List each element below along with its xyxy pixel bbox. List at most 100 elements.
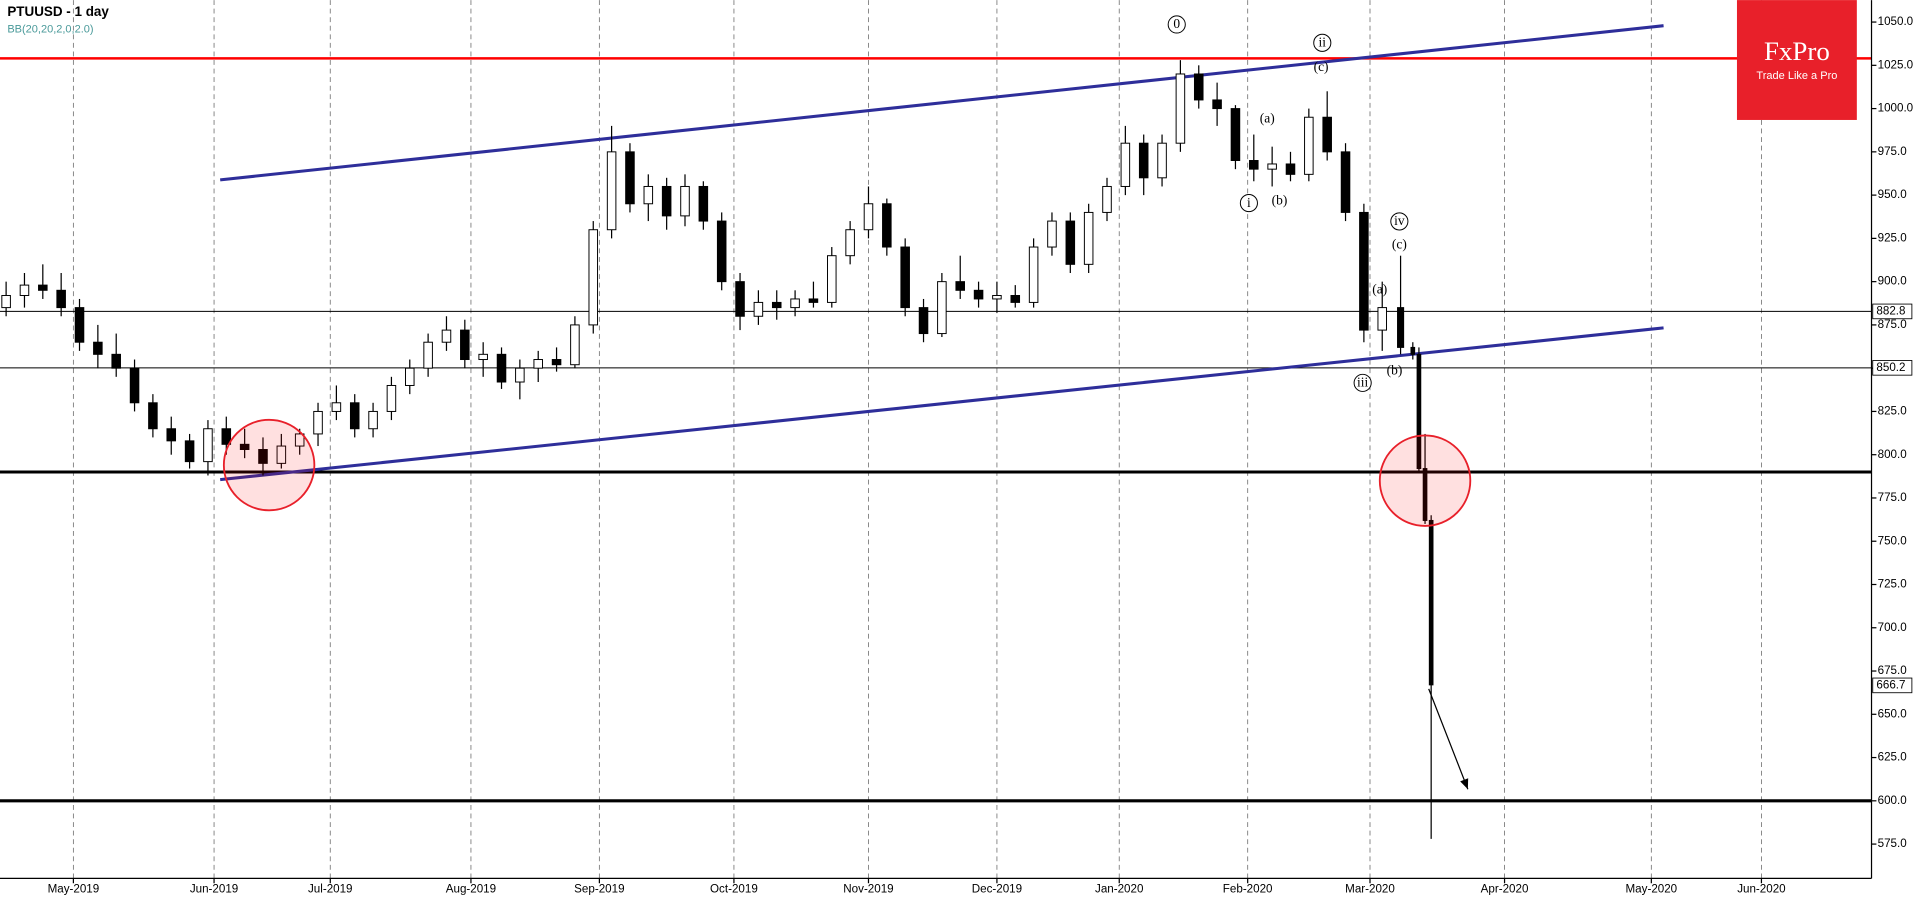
y-tick-label: 800.0 — [1878, 448, 1907, 461]
wave-label: i — [1247, 195, 1251, 210]
candle-body — [808, 298, 819, 303]
candle-body — [460, 329, 470, 361]
y-tick-label: 925.0 — [1878, 231, 1907, 244]
highlight-circle — [1378, 434, 1472, 527]
candle-body — [129, 367, 140, 404]
wave-label: 0 — [1173, 16, 1180, 31]
candle-body — [1175, 73, 1186, 144]
candle-body — [313, 410, 323, 435]
candle-body — [111, 353, 121, 369]
candle-body — [992, 295, 1002, 300]
indicator-label: BB(20,20,2,0,2.0) — [7, 23, 93, 35]
y-tick-label: 725.0 — [1878, 578, 1907, 591]
candle-body — [588, 229, 599, 326]
x-tick-label: Dec-2019 — [972, 882, 1022, 895]
candle-body — [166, 428, 177, 442]
logo: FxPro Trade Like a Pro — [1736, 0, 1857, 120]
candle-body — [1047, 220, 1057, 248]
logo-tagline: Trade Like a Pro — [1756, 70, 1837, 82]
x-tick-label: Jun-2020 — [1737, 882, 1785, 895]
y-tick-label: 675.0 — [1878, 664, 1907, 677]
y-tick-label: 575.0 — [1878, 837, 1907, 850]
candle-body — [276, 445, 287, 464]
candle-body — [1422, 468, 1428, 521]
x-tick-label: Nov-2019 — [843, 882, 893, 895]
candle-body — [1157, 142, 1167, 179]
y-tick-label: 1050.0 — [1878, 15, 1914, 28]
candle-body — [1193, 73, 1204, 101]
candle-body — [203, 428, 213, 463]
wave-circle — [1313, 33, 1332, 52]
price-marker-label: 666.7 — [1876, 678, 1905, 691]
candle-body — [1212, 99, 1222, 110]
candle-body — [551, 359, 562, 366]
y-tick-label: 900.0 — [1878, 275, 1907, 288]
candle-body — [386, 384, 397, 412]
logo-box — [1736, 0, 1857, 120]
candle-body — [753, 301, 764, 317]
candle-body — [515, 367, 525, 383]
candle-body — [680, 185, 690, 217]
candle-body — [1267, 163, 1277, 170]
wave-circle — [1167, 15, 1186, 34]
candle-body — [294, 433, 305, 447]
candle-body — [937, 281, 947, 335]
candle-body — [74, 307, 85, 343]
candle-body — [1340, 151, 1351, 213]
y-tick-label: 950.0 — [1878, 188, 1907, 201]
x-tick-label: Sep-2019 — [574, 882, 624, 895]
y-tick-label: 875.0 — [1878, 318, 1907, 331]
y-tick-label: 775.0 — [1878, 491, 1907, 504]
candle-body — [790, 298, 800, 309]
candle-body — [496, 353, 507, 383]
candle-body — [716, 220, 727, 283]
wave-circle — [1390, 212, 1409, 231]
candle-body — [643, 185, 654, 205]
candle-body — [1065, 220, 1076, 265]
wave-label: (b) — [1387, 362, 1403, 377]
logo-name: FxPro — [1764, 36, 1830, 66]
candle-body — [918, 307, 929, 335]
annotations: 0 ii (c) (a) i (b) iv (c) (a) (b) iii — [222, 15, 1472, 790]
candle-body — [1428, 519, 1434, 686]
price-marker-box — [1872, 677, 1913, 694]
candle-body — [771, 301, 782, 309]
candle-body — [368, 410, 378, 430]
candles — [1, 60, 1434, 839]
chart-title: PTUUSD - 1 day — [7, 4, 109, 19]
candle-body — [1102, 185, 1112, 213]
candle-body — [184, 440, 195, 463]
price-marker-label: 882.8 — [1876, 304, 1905, 317]
highlight-circle — [222, 418, 316, 512]
y-tick-label: 825.0 — [1878, 405, 1907, 418]
projection-arrow — [1428, 688, 1469, 790]
candle-body — [973, 289, 984, 300]
candle-body — [827, 255, 837, 303]
x-tick-label: Mar-2020 — [1345, 882, 1395, 895]
candle-body — [661, 185, 672, 217]
trendline — [220, 24, 1664, 182]
candle-body — [331, 402, 342, 412]
candle-body — [1304, 116, 1314, 175]
x-tick-label: Aug-2019 — [446, 882, 496, 895]
candle-body — [900, 246, 910, 309]
wave-label: iii — [1357, 375, 1368, 390]
candle-body — [1249, 160, 1259, 170]
wave-label: (b) — [1272, 192, 1288, 207]
candle-body — [56, 289, 66, 309]
candle-body — [19, 284, 30, 296]
x-tick-label: Jun-2019 — [190, 882, 238, 895]
candle-body — [405, 367, 415, 386]
x-tick-label: Oct-2019 — [710, 882, 758, 895]
y-tick-label: 700.0 — [1878, 621, 1907, 634]
x-tick-label: Jan-2020 — [1095, 882, 1143, 895]
candle-body — [1377, 307, 1388, 331]
price-marker-box — [1872, 360, 1913, 376]
candle-body — [258, 449, 268, 464]
wave-label: (a) — [1372, 282, 1387, 297]
wave-label: ii — [1319, 35, 1327, 50]
x-tick-label: Apr-2020 — [1481, 882, 1529, 895]
candle-body — [1138, 142, 1149, 179]
